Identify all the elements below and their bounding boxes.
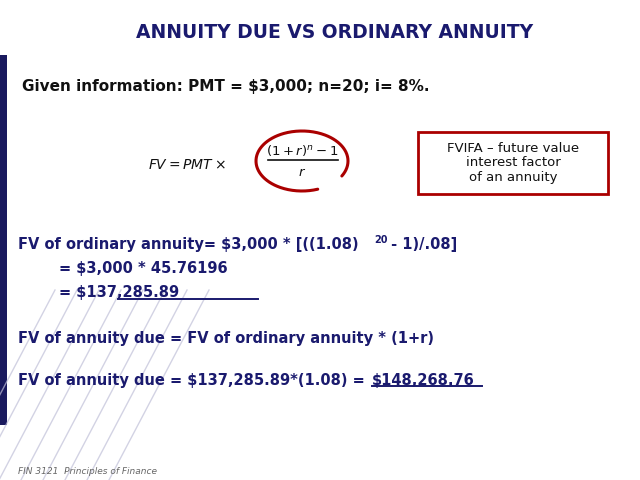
- Text: $FV = PMT \times$: $FV = PMT \times$: [148, 158, 226, 172]
- Text: FV of ordinary annuity= $3,000 * [((1.08): FV of ordinary annuity= $3,000 * [((1.08…: [18, 238, 358, 252]
- Text: = $137,285.89: = $137,285.89: [18, 286, 179, 300]
- FancyBboxPatch shape: [0, 55, 7, 425]
- Text: FV of annuity due = $137,285.89*(1.08) =: FV of annuity due = $137,285.89*(1.08) =: [18, 372, 370, 387]
- Text: $148,268.76: $148,268.76: [372, 372, 475, 387]
- Text: FV of annuity due = FV of ordinary annuity * (1+r): FV of annuity due = FV of ordinary annui…: [18, 331, 434, 346]
- Text: Given information: PMT = $3,000; n=20; i= 8%.: Given information: PMT = $3,000; n=20; i…: [22, 80, 429, 95]
- Text: = $3,000 * 45.76196: = $3,000 * 45.76196: [18, 262, 228, 276]
- Text: FVIFA – future value
interest factor
of an annuity: FVIFA – future value interest factor of …: [447, 142, 579, 184]
- Text: FIN 3121  Principles of Finance: FIN 3121 Principles of Finance: [18, 467, 157, 476]
- Text: $(1+r)^{n}-1$: $(1+r)^{n}-1$: [266, 143, 338, 157]
- Text: - 1)/.08]: - 1)/.08]: [386, 238, 457, 252]
- Text: ANNUITY DUE VS ORDINARY ANNUITY: ANNUITY DUE VS ORDINARY ANNUITY: [136, 24, 534, 43]
- Text: 20: 20: [374, 235, 387, 245]
- Text: $r$: $r$: [298, 166, 306, 179]
- FancyBboxPatch shape: [418, 132, 608, 194]
